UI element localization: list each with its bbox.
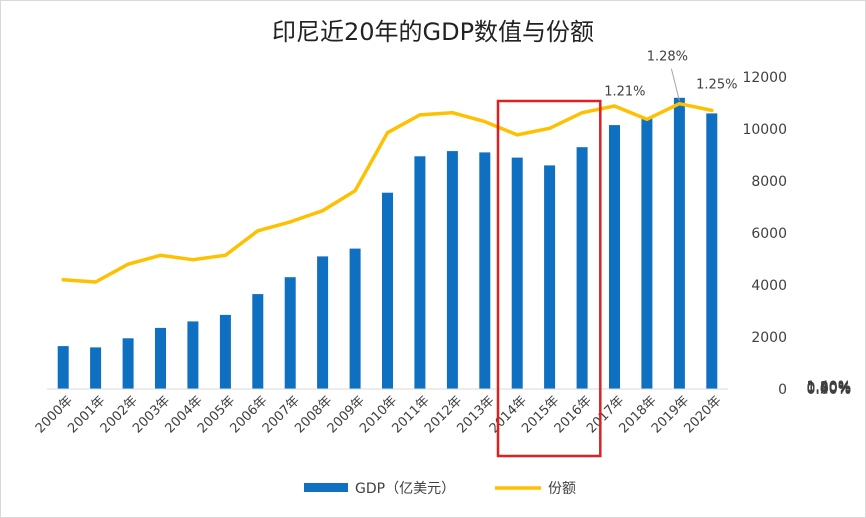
gdp-bar xyxy=(382,192,393,389)
gdp-bar xyxy=(479,152,491,389)
share-point xyxy=(158,253,163,257)
y-right-tick-label: 1.20% xyxy=(807,379,851,395)
share-point xyxy=(94,280,98,284)
chart-title: 印尼近20年的GDP数值与份额 xyxy=(272,18,594,46)
gdp-bar xyxy=(284,277,296,389)
share-point xyxy=(61,278,65,282)
gdp-bar xyxy=(317,256,329,389)
share-point xyxy=(385,131,390,135)
y-right-tick-label: 0.60% xyxy=(807,381,851,397)
share-point xyxy=(612,104,617,108)
share-point xyxy=(548,126,552,130)
share-point xyxy=(418,113,422,117)
gdp-bar xyxy=(576,147,588,389)
gdp-bar xyxy=(511,157,523,389)
share-point xyxy=(288,220,292,224)
highlight-box xyxy=(496,99,602,458)
share-point xyxy=(256,229,260,233)
data-label-leader xyxy=(670,68,680,101)
share-point xyxy=(450,111,454,115)
y-left-tick-label: 10000 xyxy=(742,122,787,138)
gdp-bar xyxy=(641,118,653,389)
y-left-tick-label: 2000 xyxy=(751,330,787,346)
share-point xyxy=(223,253,227,257)
share-point xyxy=(710,108,714,112)
share-data-label: 1.21% xyxy=(604,84,645,99)
y-left-tick-label: 0 xyxy=(778,382,787,398)
gdp-bar xyxy=(414,156,426,389)
share-point xyxy=(353,189,357,193)
gdp-bar xyxy=(122,338,134,389)
share-point xyxy=(580,111,584,115)
gdp-bar xyxy=(155,327,166,389)
gdp-bar xyxy=(187,321,199,389)
share-point xyxy=(645,117,649,121)
gdp-bar xyxy=(57,346,69,389)
gdp-bar xyxy=(673,97,685,390)
gdp-bar xyxy=(90,347,102,389)
gdp-bar xyxy=(544,165,556,389)
legend-share-label: 份额 xyxy=(548,481,576,497)
share-point xyxy=(515,133,519,137)
gdp-bar xyxy=(446,151,458,389)
legend-gdp-label: GDP（亿美元） xyxy=(355,481,455,497)
y-right-tick-label: 0.20% xyxy=(807,382,851,398)
y-right-tick-label: 0.00% xyxy=(807,382,851,398)
share-point xyxy=(677,102,682,106)
y-right-tick-label: 0.80% xyxy=(807,380,851,396)
share-data-label: 1.28% xyxy=(647,50,688,65)
legend-gdp-swatch xyxy=(304,483,348,492)
y-left-tick-label: 6000 xyxy=(751,226,787,242)
share-data-label: 1.25% xyxy=(696,77,737,92)
y-right-tick-label: 1.40% xyxy=(807,379,851,395)
share-point xyxy=(483,120,487,124)
gdp-bar xyxy=(219,314,231,389)
gdp-bar xyxy=(706,113,718,390)
y-left-tick-label: 8000 xyxy=(751,174,787,190)
y-left-tick-label: 4000 xyxy=(751,278,787,294)
gdp-bar xyxy=(609,125,620,389)
y-right-tick-label: 1.00% xyxy=(807,380,851,396)
share-point xyxy=(191,258,195,262)
gdp-bar xyxy=(252,294,264,389)
share-point xyxy=(321,209,325,213)
y-left-tick-label: 12000 xyxy=(742,70,787,86)
y-right-tick-label: 0.40% xyxy=(807,381,851,397)
share-point xyxy=(126,262,130,266)
gdp-bar xyxy=(349,248,361,389)
